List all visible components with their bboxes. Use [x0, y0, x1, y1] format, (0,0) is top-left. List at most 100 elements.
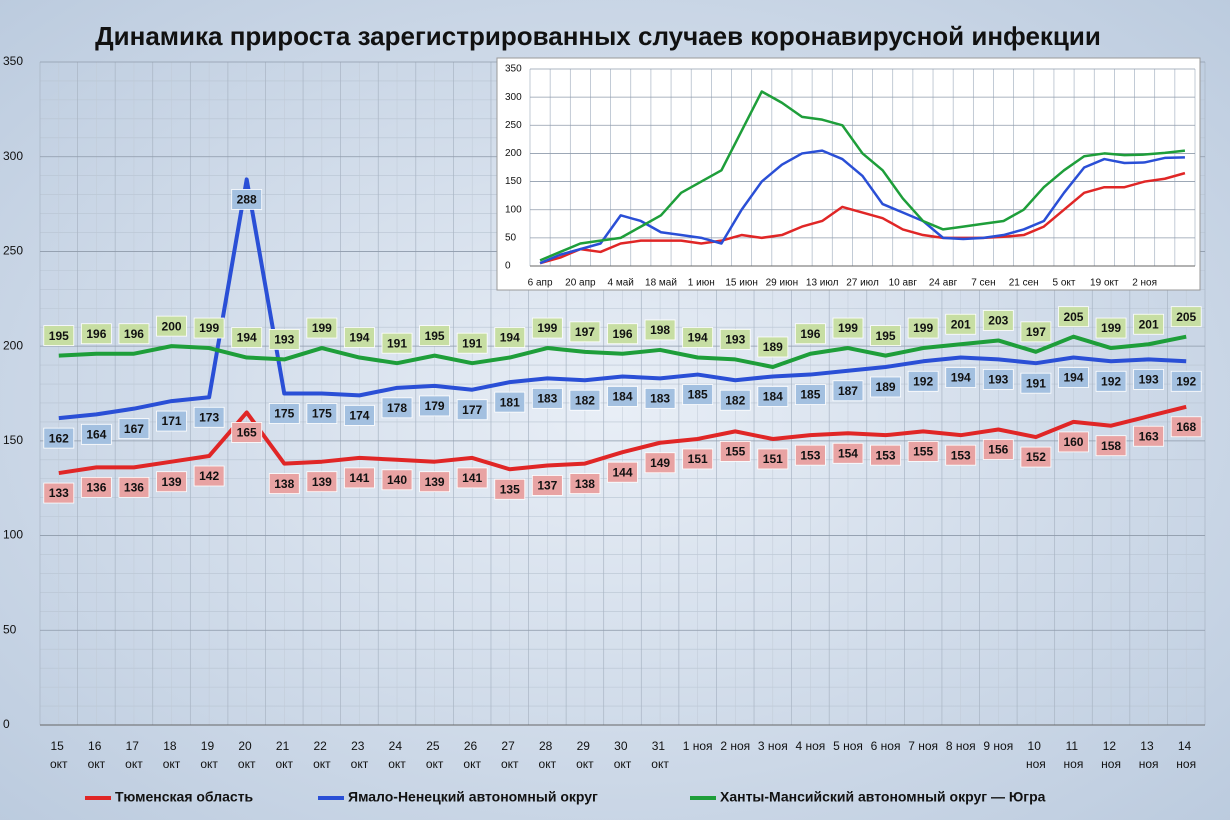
data-label: 164	[86, 428, 106, 442]
data-label-box	[1170, 306, 1202, 328]
series-line	[539, 90, 1186, 262]
data-label: 199	[1101, 321, 1121, 335]
data-label: 158	[1101, 439, 1121, 453]
data-label-box	[231, 327, 263, 348]
data-label: 199	[838, 321, 858, 335]
data-label: 199	[312, 321, 332, 335]
data-label-box	[682, 384, 714, 405]
x-tick-label: 9 ноя	[983, 739, 1013, 753]
legend-label: Тюменская область	[115, 789, 254, 805]
data-label-box	[43, 427, 75, 449]
data-label-box	[344, 467, 375, 489]
x-tick-label: 13 ноя	[1139, 739, 1159, 771]
x-tick-label: 5 окт	[1053, 278, 1076, 289]
x-tick-label: 16 окт	[88, 739, 106, 771]
x-tick-label: 21 сен	[1009, 278, 1039, 289]
x-tick-label: 2 ноя	[1132, 278, 1157, 289]
x-tick-label: 7 сен	[971, 278, 995, 289]
data-label-box	[1058, 367, 1089, 388]
data-label: 142	[199, 469, 219, 483]
series-line	[58, 334, 1187, 369]
data-label: 191	[1026, 376, 1046, 390]
y-tick-label: 0	[505, 261, 511, 272]
data-label-box	[907, 317, 939, 339]
x-tick-label: 27 окт	[501, 739, 519, 771]
data-label: 189	[876, 380, 896, 394]
data-label-box	[118, 476, 150, 498]
data-label-box	[118, 418, 150, 440]
data-label: 153	[951, 448, 971, 462]
data-label-box	[719, 329, 751, 350]
data-label-box	[43, 325, 75, 347]
data-label-box	[531, 387, 563, 409]
data-label: 135	[500, 482, 520, 496]
x-tick-label: 3 ноя	[758, 739, 788, 753]
x-tick-label: 31 окт	[651, 739, 669, 771]
data-label-box	[607, 461, 638, 483]
x-tick-label: 15 июн	[725, 278, 758, 289]
y-tick-label: 50	[3, 622, 17, 636]
data-label-box	[494, 391, 526, 413]
y-tick-label: 150	[505, 176, 522, 187]
y-tick-label: 150	[3, 433, 23, 447]
data-label-box	[945, 367, 977, 388]
x-tick-label: 6 ноя	[871, 739, 901, 753]
data-label: 201	[1139, 317, 1159, 331]
data-label: 200	[162, 319, 182, 333]
data-label: 205	[1176, 310, 1196, 324]
x-tick-label: 6 апр	[528, 278, 553, 289]
data-label: 137	[537, 479, 557, 493]
x-tick-label: 11 ноя	[1064, 739, 1084, 771]
data-label-box	[268, 329, 300, 350]
data-label: 174	[349, 409, 369, 423]
data-label-box	[832, 380, 864, 402]
data-label-box	[682, 448, 714, 470]
data-label-box	[682, 327, 714, 348]
data-label: 175	[312, 407, 332, 421]
data-label-box	[80, 423, 112, 445]
legend-label: Ямало-Ненецкий автономный округ	[348, 789, 598, 805]
x-tick-label: 17 окт	[125, 739, 143, 771]
data-label: 154	[838, 446, 858, 460]
data-label: 192	[1176, 374, 1196, 388]
data-label: 140	[387, 473, 407, 487]
data-label-box	[945, 313, 977, 335]
data-label: 155	[913, 445, 933, 459]
y-tick-label: 250	[3, 244, 23, 258]
data-label: 136	[86, 481, 106, 495]
data-label: 187	[838, 384, 858, 398]
x-tick-label: 12 ноя	[1101, 739, 1121, 771]
data-label: 149	[650, 456, 670, 470]
data-label: 173	[199, 410, 219, 424]
data-label-box	[1020, 446, 1052, 468]
data-label-box	[494, 478, 526, 500]
data-label: 182	[575, 393, 595, 407]
legend: Тюменская область Ямало-Ненецкий автономн…	[85, 789, 1046, 805]
data-label: 193	[988, 373, 1008, 387]
data-label-box	[1133, 369, 1165, 390]
data-label: 184	[763, 390, 783, 404]
data-label-box	[531, 475, 563, 496]
series-line	[58, 177, 1187, 421]
x-tick-label: 4 май	[607, 278, 633, 289]
data-label: 185	[688, 388, 708, 402]
data-label: 141	[349, 471, 369, 485]
x-tick-label: 20 апр	[565, 278, 596, 289]
data-label-box	[193, 406, 225, 428]
data-label-box	[907, 440, 939, 462]
data-label: 192	[1101, 374, 1121, 388]
data-label: 155	[725, 445, 745, 459]
data-label-box	[569, 473, 601, 494]
data-label-box	[1095, 435, 1127, 457]
data-label-box	[344, 404, 375, 426]
x-tick-label: 29 июн	[766, 278, 799, 289]
data-label: 181	[500, 395, 520, 409]
data-label-box	[569, 389, 601, 411]
data-label-box	[982, 369, 1014, 390]
data-label-box	[1058, 431, 1089, 453]
data-label-box	[456, 399, 488, 421]
x-tick-label: 10 ноя	[1026, 739, 1046, 771]
data-label: 156	[988, 443, 1008, 457]
data-label-box	[1020, 321, 1052, 343]
data-label-box	[43, 482, 75, 504]
